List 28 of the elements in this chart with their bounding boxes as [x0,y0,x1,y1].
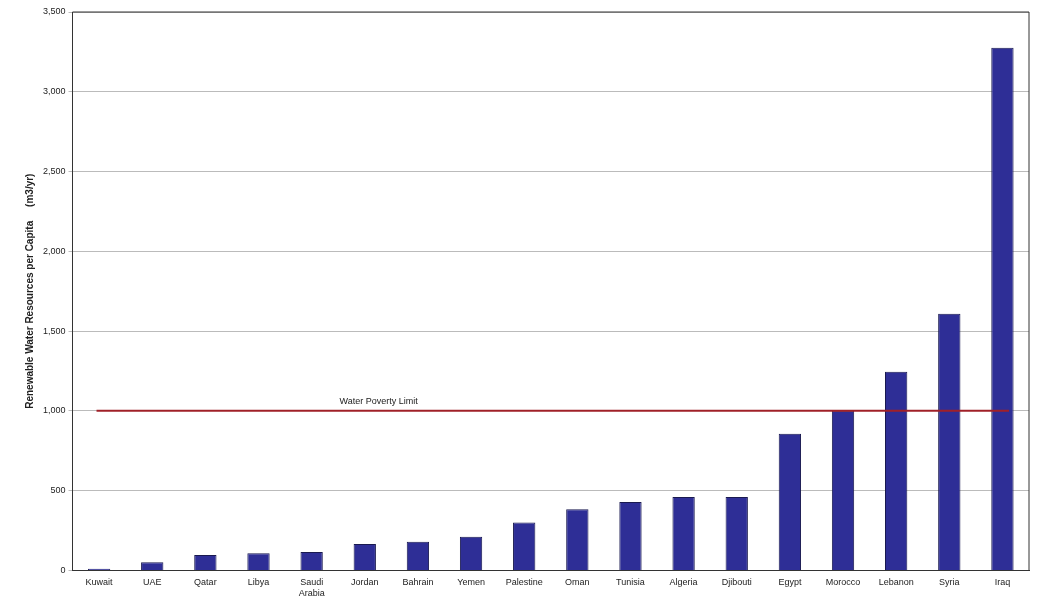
x-tick-label: UAE [142,577,162,588]
x-tick-label: Oman [565,577,590,588]
x-tick-label: Lebanon [878,577,914,588]
x-tick-label: Libya [247,577,270,588]
x-tick-label: Egypt [778,577,802,588]
x-tick-label: Djibouti [721,577,752,588]
y-tick-label: 1,000 [42,405,66,416]
x-tick-label: Algeria [669,577,698,588]
x-tick-label: Jordan [351,577,379,588]
x-tick-label: Iraq [994,577,1011,588]
y-tick-label: 3,500 [42,6,66,17]
x-tick-label: Saudi Arabia [298,577,325,599]
x-tick-label: Yemen [457,577,485,588]
x-tick-label: Qatar [194,577,217,588]
x-tick-label: Palestine [505,577,543,588]
y-tick-label: 2,000 [42,245,66,256]
y-tick-label: 2,500 [42,166,66,177]
x-tick-label: Morocco [825,577,861,588]
y-tick-label: 0 [60,564,66,575]
x-tick-label: Bahrain [402,577,434,588]
y-tick-label: 3,000 [42,86,66,97]
x-tick-label: Tunisia [616,577,645,588]
x-tick-label: Kuwait [85,577,114,588]
y-tick-label: 1,500 [42,325,66,336]
x-tick-label: Syria [939,577,960,588]
ref-line-label: Water Poverty Limit [339,395,419,406]
y-axis-title: Renewable Water Resources per Capita (m3/yr) [23,173,35,409]
y-tick-label: 500 [50,485,66,496]
